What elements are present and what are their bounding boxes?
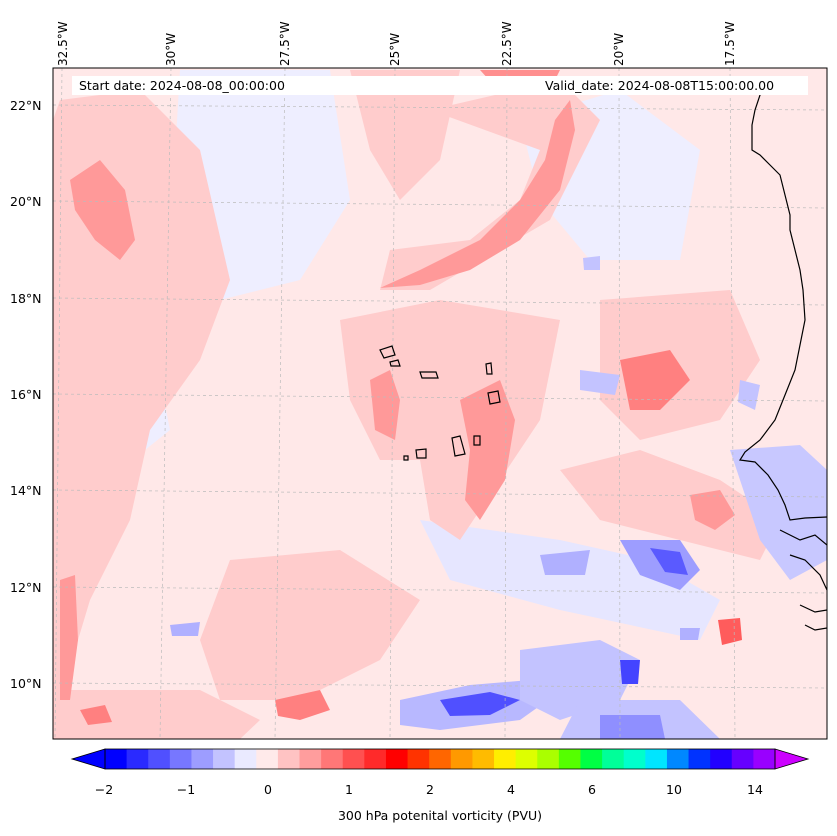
colorbar-cell xyxy=(710,749,733,769)
field-blue-region xyxy=(420,520,720,640)
colorbar-tick-label: 14 xyxy=(747,782,763,797)
field-red-core xyxy=(80,705,112,725)
colorbar-tick-label: −2 xyxy=(94,782,114,797)
valid-date-label: Valid_date: 2024-08-08T15:00:00.00 xyxy=(545,78,775,93)
field-blue-trough xyxy=(170,622,200,636)
field-pink-band xyxy=(53,90,230,720)
colorbar-cell xyxy=(731,749,754,769)
map-frame xyxy=(52,67,828,740)
field-pink-band xyxy=(53,690,260,739)
colorbar-tick-label: 0 xyxy=(264,782,272,797)
colorbar-cell xyxy=(364,749,387,769)
field-blue-trough xyxy=(540,550,590,575)
colorbar-cell xyxy=(623,749,646,769)
colorbar-cell xyxy=(169,749,192,769)
colorbar-cell xyxy=(688,749,711,769)
lat-tick-label: 14°N xyxy=(10,483,42,498)
colorbar-cell xyxy=(213,749,236,769)
field-blue-trough xyxy=(580,370,620,395)
colorbar-cell xyxy=(321,749,344,769)
colorbar-cell xyxy=(472,749,495,769)
colorbar-frame xyxy=(104,748,776,770)
colorbar-cell xyxy=(450,749,473,769)
colorbar-tick-label: −1 xyxy=(176,782,196,797)
colorbar xyxy=(70,748,810,770)
lon-tick-label: 20°W xyxy=(612,32,626,66)
field-blue-trough xyxy=(440,692,520,716)
field-blue-trough xyxy=(620,660,640,684)
colorbar-cell xyxy=(342,749,365,769)
colorbar-cell xyxy=(407,749,430,769)
graticule xyxy=(53,68,827,739)
lat-tick-label: 10°N xyxy=(10,676,42,691)
colorbar-cell xyxy=(537,749,560,769)
lon-tick-label: 22.5°W xyxy=(500,21,514,66)
field-red-core xyxy=(70,160,135,260)
colorbar-max-arrow xyxy=(774,748,810,770)
colorbar-cell xyxy=(645,749,668,769)
colorbar-min-arrow xyxy=(70,748,106,770)
lon-tick-label: 27.5°W xyxy=(278,21,292,66)
field-red-core xyxy=(620,350,690,410)
colorbar-cell xyxy=(191,749,214,769)
field-blue-trough xyxy=(680,628,700,640)
field-pink-band xyxy=(340,300,560,540)
field-blue-trough xyxy=(730,445,827,580)
colorbar-cell xyxy=(256,749,279,769)
colorbar-cell xyxy=(558,749,581,769)
field-pink-band xyxy=(350,70,460,200)
lon-tick-label: 32.5°W xyxy=(56,21,70,66)
colorbar-cell xyxy=(126,749,149,769)
colorbar-tick-label: 1 xyxy=(345,782,353,797)
pv-field xyxy=(53,68,827,739)
field-blue-trough xyxy=(650,548,688,575)
colorbar-cell xyxy=(105,749,128,769)
field-red-core xyxy=(460,380,515,520)
field-blue-trough xyxy=(600,715,665,739)
colorbar-tick-label: 2 xyxy=(426,782,434,797)
colorbar-cell xyxy=(277,749,301,769)
colorbar-cell xyxy=(299,749,322,769)
field-red-core xyxy=(60,575,78,700)
field-red-core xyxy=(275,690,330,720)
colorbar-title: 300 hPa potenital vorticity (PVU) xyxy=(337,808,543,823)
colorbar-cell xyxy=(234,749,257,769)
lon-tick-label: 30°W xyxy=(164,32,178,66)
lon-tick-label: 17.5°W xyxy=(723,21,737,66)
colorbar-cell xyxy=(429,749,452,769)
colorbar-tick-label: 4 xyxy=(507,782,515,797)
field-blue-trough xyxy=(738,380,760,410)
lat-tick-label: 22°N xyxy=(10,98,42,113)
lat-tick-label: 16°N xyxy=(10,387,42,402)
field-red-core xyxy=(380,100,575,288)
colorbar-cell xyxy=(602,749,625,769)
colorbar-tick-label: 10 xyxy=(666,782,682,797)
colorbar-cell xyxy=(148,749,171,769)
start-date-label: Start date: 2024-08-08_00:00:00 xyxy=(79,78,285,93)
colorbar-cell xyxy=(666,749,690,769)
colorbar-cell xyxy=(515,749,538,769)
field-red-core xyxy=(690,490,735,530)
colorbar-cell xyxy=(753,749,776,769)
lat-tick-label: 20°N xyxy=(10,194,42,209)
field-pink-band xyxy=(560,450,780,560)
header-bar xyxy=(72,76,808,95)
field-pink-band xyxy=(200,550,420,700)
field-red-core xyxy=(718,618,742,645)
lat-tick-label: 12°N xyxy=(10,580,42,595)
lon-tick-label: 25°W xyxy=(388,32,402,66)
colorbar-cell xyxy=(580,749,603,769)
field-pink-band xyxy=(380,80,600,290)
colorbar-tick-label: 6 xyxy=(588,782,596,797)
colorbar-cell xyxy=(385,749,409,769)
colorbar-cell xyxy=(494,749,517,769)
coastline xyxy=(379,79,827,631)
field-blue-trough xyxy=(583,256,600,270)
lat-tick-label: 18°N xyxy=(10,291,42,306)
